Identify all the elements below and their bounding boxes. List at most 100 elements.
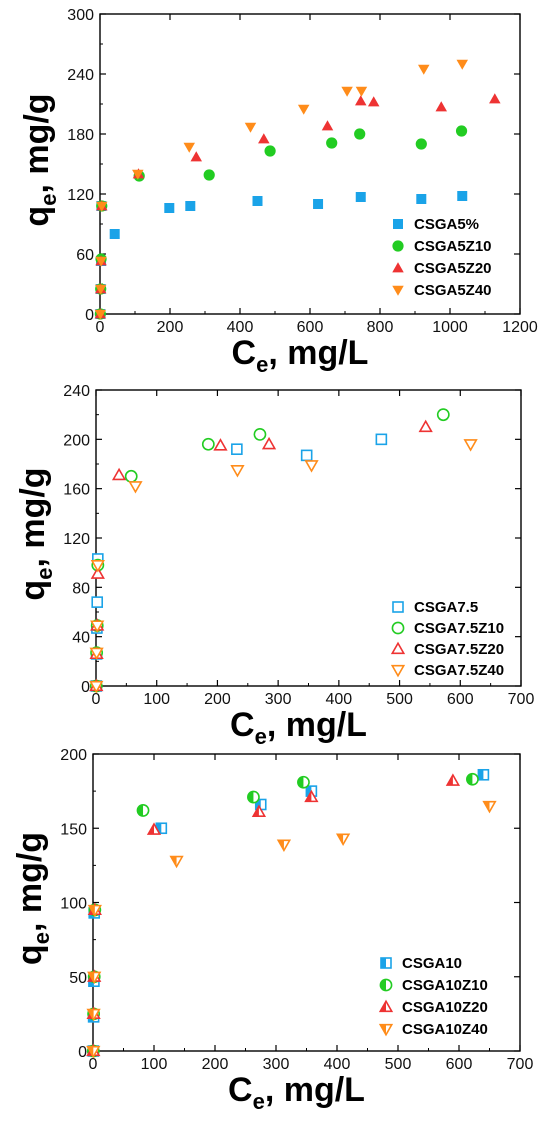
legend-label: CSGA7.5: [414, 599, 478, 616]
data-point: [264, 145, 276, 157]
legend-label: CSGA10: [402, 955, 462, 972]
x-tick-label: 500: [386, 691, 413, 708]
data-point: [183, 142, 195, 153]
data-point: [94, 309, 107, 320]
data-point: [96, 201, 108, 212]
data-point: [436, 408, 450, 422]
data-point: [185, 201, 196, 211]
y-tick-label: 240: [67, 67, 94, 84]
data-point-half: [478, 769, 484, 780]
series-CSGA7.5Z20: [89, 419, 433, 692]
legend-marker-half: [380, 979, 386, 991]
x-tick-label: 100: [143, 691, 170, 708]
y-tick-label: 200: [60, 747, 87, 764]
x-tick-label: 400: [326, 691, 353, 708]
y-tick-label: 180: [67, 127, 94, 144]
data-point-half: [137, 804, 144, 817]
x-tick-label: 600: [447, 691, 474, 708]
data-point-half: [447, 774, 453, 786]
data-point: [89, 647, 104, 661]
y-tick-label: 0: [85, 307, 94, 324]
data-point: [418, 64, 430, 75]
y-tick-label: 160: [63, 482, 90, 499]
data-point: [244, 122, 257, 133]
x-tick-label: 0: [89, 1056, 98, 1073]
legend-label: CSGA10Z10: [402, 977, 488, 994]
x-tick-label: 1000: [432, 319, 468, 336]
x-tick-label: 200: [202, 1056, 229, 1073]
data-point-half: [483, 801, 490, 812]
data-point-half: [156, 823, 162, 834]
legend-marker: [392, 285, 404, 296]
legend-marker: [390, 641, 406, 655]
legend-label: CSGA5Z40: [414, 282, 492, 299]
legend-label: CSGA7.5Z10: [414, 620, 504, 637]
data-point: [258, 133, 270, 144]
data-point: [95, 256, 107, 267]
data-point: [326, 137, 338, 149]
data-point: [132, 169, 144, 180]
data-point: [297, 104, 310, 115]
data-point: [355, 192, 366, 202]
x-tick-label: 100: [141, 1056, 168, 1073]
data-point-half: [87, 1046, 94, 1057]
x-tick-label: 300: [265, 691, 292, 708]
data-point: [457, 191, 468, 201]
legend-label: CSGA7.5Z40: [414, 662, 504, 679]
legend-label: CSGA5%: [414, 216, 479, 233]
legend: CSGA10 CSGA10Z10 CSGA10Z20 CSGA10Z40: [378, 955, 488, 1038]
data-point: [367, 96, 380, 107]
y-axis-label: qe, mg/g: [11, 832, 54, 965]
legend-label: CSGA5Z10: [414, 238, 492, 255]
x-tick-label: 400: [227, 319, 254, 336]
legend-marker: [392, 262, 404, 273]
chart-1: 0 200 400 600 800 1000 1200 0 60 120 180 240 300 Ce, …: [18, 7, 538, 377]
data-point-half: [88, 972, 95, 983]
data-point: [90, 560, 105, 573]
data-point: [313, 199, 324, 209]
data-point-half: [297, 776, 304, 788]
y-tick-label: 80: [72, 580, 90, 597]
data-point: [109, 229, 120, 239]
data-point: [416, 194, 427, 204]
data-point-half: [255, 799, 261, 810]
data-point: [304, 460, 319, 473]
data-point: [230, 465, 245, 478]
data-point: [321, 120, 334, 131]
data-point: [261, 436, 277, 450]
data-point-half: [89, 905, 95, 916]
y-tick-label: 120: [63, 531, 90, 548]
y-tick-label: 150: [60, 821, 87, 838]
x-tick-label: 500: [385, 1056, 412, 1073]
series-CSGA5%: [95, 191, 468, 319]
data-point: [252, 196, 263, 206]
data-point-half: [87, 1009, 94, 1020]
data-point: [355, 95, 367, 106]
legend-marker: [391, 621, 405, 635]
data-point: [201, 437, 215, 451]
data-point: [124, 469, 138, 483]
series-CSGA5Z40: [94, 59, 468, 320]
legend: CSGA7.5 CSGA7.5Z10 CSGA7.5Z20 CSGA7.5Z40: [390, 599, 504, 679]
data-point: [90, 566, 105, 579]
data-point: [203, 169, 215, 181]
x-axis-label: Ce, mg/L: [232, 334, 369, 377]
data-point: [253, 427, 267, 441]
y-tick-label: 0: [81, 679, 90, 696]
data-point: [435, 101, 447, 112]
legend-label: CSGA10Z40: [402, 1021, 488, 1038]
data-point: [355, 86, 368, 97]
series-CSGA10Z40: [86, 800, 497, 1059]
data-point: [111, 467, 127, 481]
y-tick-label: 240: [63, 383, 90, 400]
data-point-half: [253, 806, 259, 817]
data-point-half: [247, 791, 254, 803]
data-point: [89, 680, 104, 694]
data-point: [164, 203, 175, 213]
data-point-half: [170, 856, 177, 867]
y-tick-label: 40: [72, 630, 90, 647]
legend-marker-half: [381, 958, 386, 968]
y-axis-label: qe, mg/g: [14, 467, 57, 600]
y-tick-label: 120: [67, 187, 94, 204]
